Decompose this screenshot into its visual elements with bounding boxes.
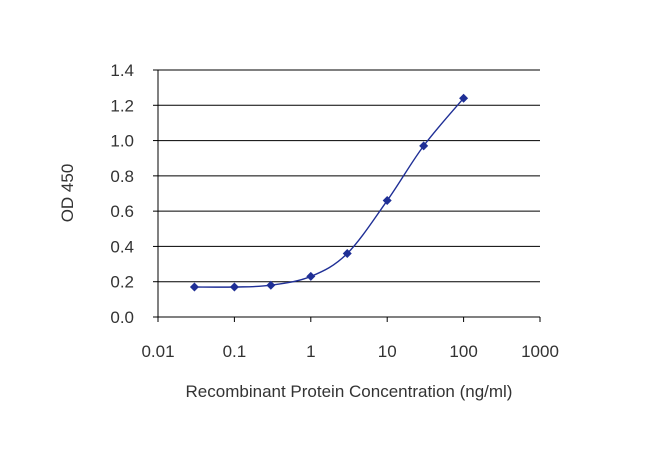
x-tick-label: 0.01 [141, 342, 174, 361]
gridlines [158, 69, 540, 283]
axes [153, 69, 541, 322]
series-line [194, 97, 465, 288]
x-tick-label: 1000 [521, 342, 559, 361]
data-point-marker [229, 282, 239, 292]
y-tick-labels: 0.0 0.2 0.4 0.6 0.8 1.0 1.2 1.4 [110, 61, 134, 327]
x-axis-title: Recombinant Protein Concentration (ng/ml… [186, 382, 513, 401]
x-tick-label: 10 [378, 342, 397, 361]
data-point-marker [266, 280, 276, 290]
y-tick-label: 0.4 [110, 237, 134, 256]
x-tick-label: 1 [306, 342, 315, 361]
data-point-marker [459, 93, 469, 103]
data-point-marker [382, 196, 392, 206]
plot-area [158, 70, 540, 317]
x-tick-label: 0.1 [223, 342, 247, 361]
data-point-marker [419, 141, 429, 151]
data-point-marker [189, 282, 199, 292]
y-tick-label: 1.0 [110, 132, 134, 151]
y-tick-label: 1.4 [110, 61, 134, 80]
data-series [189, 93, 469, 292]
y-tick-label: 0.0 [110, 308, 134, 327]
x-tick-label: 100 [449, 342, 477, 361]
data-point-marker [342, 248, 352, 258]
y-tick-label: 0.8 [110, 167, 134, 186]
y-tick-label: 0.2 [110, 273, 134, 292]
y-tick-label: 0.6 [110, 202, 134, 221]
data-point-marker [306, 271, 316, 281]
x-tick-labels: 0.01 0.1 1 10 100 1000 [141, 342, 558, 361]
y-tick-label: 1.2 [110, 96, 134, 115]
y-axis-title: OD 450 [58, 164, 77, 223]
